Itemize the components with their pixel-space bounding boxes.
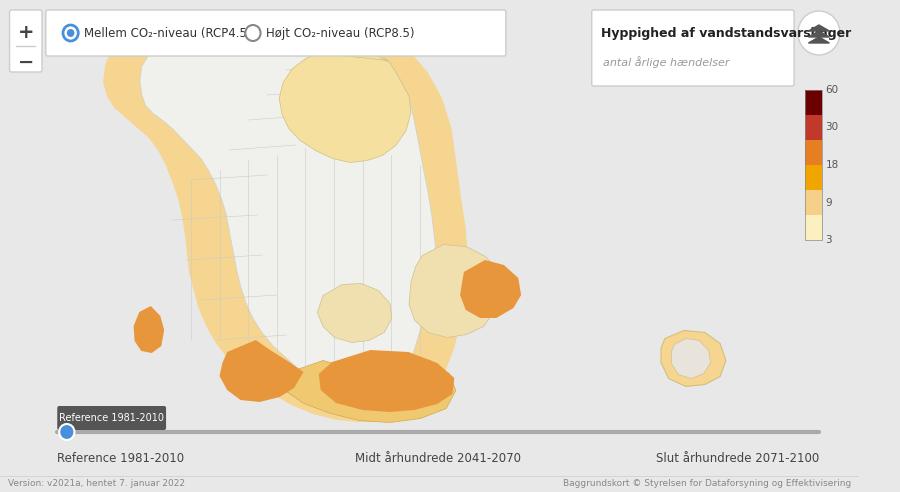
Text: 18: 18 bbox=[825, 160, 839, 170]
Text: Baggrundskort © Styrelsen for Dataforsyning og Effektivisering: Baggrundskort © Styrelsen for Dataforsyn… bbox=[563, 480, 851, 489]
Text: Version: v2021a, hentet 7. januar 2022: Version: v2021a, hentet 7. januar 2022 bbox=[7, 480, 184, 489]
Circle shape bbox=[798, 11, 840, 55]
Circle shape bbox=[63, 25, 78, 41]
Bar bbox=[805, 115, 822, 140]
Text: Reference 1981-2010: Reference 1981-2010 bbox=[58, 452, 184, 465]
Circle shape bbox=[246, 25, 261, 41]
Text: +: + bbox=[17, 23, 34, 41]
Text: Midt århundrede 2041-2070: Midt århundrede 2041-2070 bbox=[356, 452, 521, 465]
Circle shape bbox=[59, 424, 75, 440]
Text: antal årlige hændelser: antal årlige hændelser bbox=[603, 56, 730, 68]
Polygon shape bbox=[808, 25, 830, 31]
Bar bbox=[805, 215, 822, 240]
FancyBboxPatch shape bbox=[10, 10, 42, 72]
Bar bbox=[805, 140, 822, 165]
Bar bbox=[805, 165, 822, 190]
Bar bbox=[805, 90, 822, 240]
Text: Hyppighed af vandstandsvarslinger: Hyppighed af vandstandsvarslinger bbox=[601, 28, 851, 40]
Polygon shape bbox=[808, 31, 830, 37]
FancyBboxPatch shape bbox=[46, 10, 506, 56]
Text: 30: 30 bbox=[825, 123, 839, 132]
Text: −: − bbox=[18, 53, 34, 71]
Text: Højt CO₂-niveau (RCP8.5): Højt CO₂-niveau (RCP8.5) bbox=[266, 27, 415, 39]
Circle shape bbox=[67, 29, 75, 37]
Bar bbox=[805, 190, 822, 215]
Text: Slut århundrede 2071-2100: Slut århundrede 2071-2100 bbox=[656, 452, 819, 465]
FancyBboxPatch shape bbox=[592, 10, 794, 86]
Text: 9: 9 bbox=[825, 197, 833, 208]
Text: Reference 1981-2010: Reference 1981-2010 bbox=[59, 413, 164, 423]
Text: Mellem CO₂-niveau (RCP4.5): Mellem CO₂-niveau (RCP4.5) bbox=[84, 27, 251, 39]
FancyBboxPatch shape bbox=[58, 406, 166, 430]
Text: 3: 3 bbox=[825, 235, 833, 245]
Bar bbox=[805, 90, 822, 115]
Polygon shape bbox=[808, 37, 830, 43]
Text: 60: 60 bbox=[825, 85, 839, 95]
